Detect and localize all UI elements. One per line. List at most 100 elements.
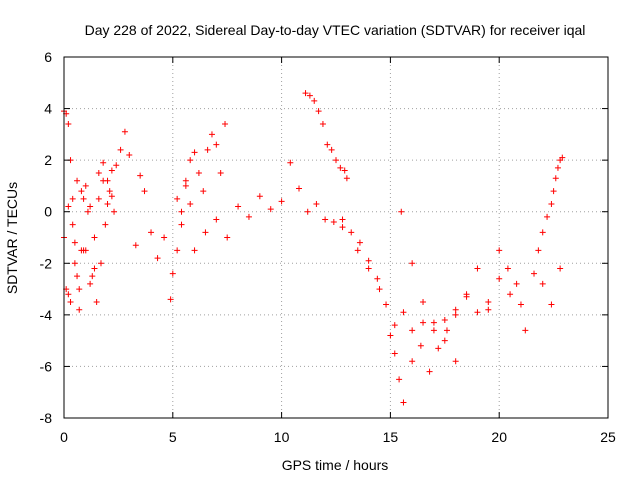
data-point xyxy=(93,298,100,305)
data-point xyxy=(544,213,551,220)
data-point xyxy=(441,337,448,344)
data-point xyxy=(409,327,416,334)
data-point xyxy=(339,216,346,223)
data-point xyxy=(187,157,194,164)
data-point xyxy=(311,97,318,104)
data-point xyxy=(195,170,202,177)
x-axis-label: GPS time / hours xyxy=(282,457,389,473)
data-point xyxy=(356,239,363,246)
x-tick-label: 5 xyxy=(169,429,177,445)
data-point xyxy=(106,188,113,195)
data-point xyxy=(222,121,229,128)
data-point xyxy=(97,260,104,267)
data-point xyxy=(517,301,524,308)
data-point xyxy=(167,296,174,303)
y-tick-label: -4 xyxy=(40,307,53,323)
data-point xyxy=(287,159,294,166)
data-point xyxy=(204,146,211,153)
data-point xyxy=(376,286,383,293)
x-tick-label: 15 xyxy=(383,429,399,445)
data-point xyxy=(108,167,115,174)
data-point xyxy=(121,128,128,135)
data-point xyxy=(430,319,437,326)
data-point xyxy=(74,273,81,280)
data-point xyxy=(217,170,224,177)
data-point xyxy=(322,216,329,223)
data-point xyxy=(557,265,564,272)
data-point xyxy=(69,221,76,228)
data-point xyxy=(550,188,557,195)
data-point xyxy=(324,141,331,148)
data-point xyxy=(507,291,514,298)
plot-frame xyxy=(63,56,609,419)
data-point xyxy=(296,185,303,192)
data-point xyxy=(302,90,309,97)
data-point xyxy=(319,121,326,128)
data-point xyxy=(126,151,133,158)
x-tick-label: 0 xyxy=(60,429,68,445)
data-point xyxy=(191,247,198,254)
data-point xyxy=(67,298,74,305)
data-point xyxy=(409,260,416,267)
data-point xyxy=(426,368,433,375)
data-point xyxy=(463,291,470,298)
y-tick-label: -2 xyxy=(40,255,53,271)
data-point xyxy=(69,195,76,202)
data-point xyxy=(339,224,346,231)
series-trace-e-peak xyxy=(174,121,229,254)
data-point xyxy=(80,195,87,202)
data-point xyxy=(333,157,339,164)
data-point xyxy=(104,177,111,184)
chart-title: Day 228 of 2022, Sidereal Day-to-day VTE… xyxy=(85,22,586,38)
data-point xyxy=(65,203,72,210)
axis-ticks: 0 5 10 15 20 25 -8 -6 -4 -2 0 2 4 6 xyxy=(40,49,616,445)
data-point xyxy=(74,177,81,184)
data-point xyxy=(548,200,555,207)
data-point xyxy=(104,200,111,207)
data-point xyxy=(95,170,102,177)
data-point xyxy=(213,216,220,223)
series-trace-g-high xyxy=(302,90,350,182)
data-point xyxy=(522,327,529,334)
data-point xyxy=(485,306,492,313)
data-point xyxy=(108,193,115,200)
series-trace-b-early xyxy=(61,188,118,313)
data-point xyxy=(84,208,91,215)
data-point xyxy=(117,146,124,153)
data-point xyxy=(420,319,427,326)
data-point xyxy=(91,265,98,272)
data-point xyxy=(374,275,381,282)
data-point xyxy=(443,327,450,334)
data-point xyxy=(178,221,185,228)
data-point xyxy=(304,208,311,215)
data-point xyxy=(169,270,176,277)
data-point xyxy=(178,208,185,215)
data-point xyxy=(539,229,546,236)
data-point xyxy=(154,255,161,262)
series-trace-c-early xyxy=(65,159,115,287)
data-point xyxy=(71,239,78,246)
y-tick-label: 2 xyxy=(44,152,52,168)
data-point xyxy=(82,247,89,254)
x-tick-label: 25 xyxy=(600,429,616,445)
data-point xyxy=(365,265,372,272)
data-point xyxy=(496,275,503,282)
data-point xyxy=(535,247,542,254)
data-point xyxy=(200,188,207,195)
data-point xyxy=(430,327,437,334)
series-trace-d-gap xyxy=(132,172,194,303)
data-point xyxy=(391,350,398,357)
data-point xyxy=(343,175,350,182)
data-point xyxy=(174,195,181,202)
data-point xyxy=(313,200,320,207)
y-tick-label: 6 xyxy=(44,49,52,65)
data-point xyxy=(78,188,85,195)
data-point xyxy=(100,159,107,166)
data-point xyxy=(95,195,102,202)
data-point xyxy=(141,188,148,195)
data-point xyxy=(174,247,181,254)
data-point xyxy=(71,260,78,267)
data-point xyxy=(76,306,83,313)
